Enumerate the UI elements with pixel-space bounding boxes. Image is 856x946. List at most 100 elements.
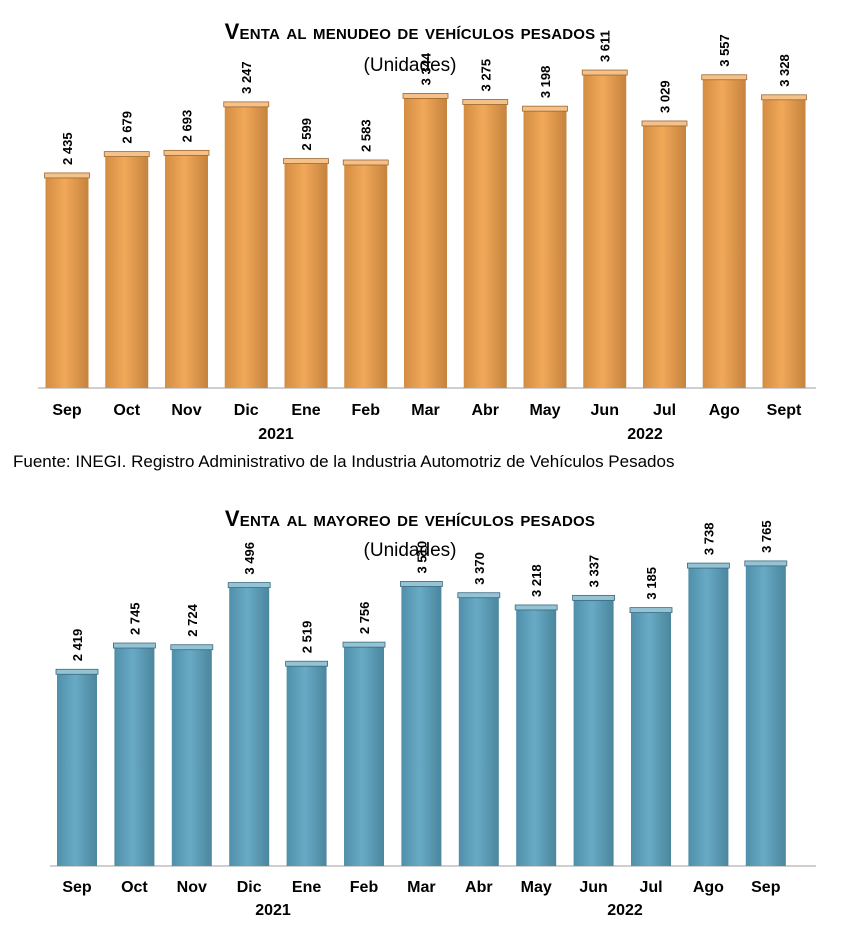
bar — [229, 584, 270, 866]
data-label: 3 337 — [587, 555, 602, 588]
bar-cap — [342, 159, 389, 166]
category-label: Ene — [291, 402, 320, 419]
bar-cap — [514, 604, 558, 611]
data-label: 2 756 — [357, 602, 372, 635]
data-label: 2 599 — [299, 118, 314, 151]
year-label: 2022 — [627, 426, 663, 443]
bar — [224, 103, 268, 388]
data-label: 3 247 — [239, 61, 254, 94]
data-label: 3 370 — [472, 552, 487, 585]
category-label: Oct — [113, 402, 140, 419]
category-label: Jun — [591, 402, 619, 419]
bar — [284, 160, 328, 388]
data-label: 3 185 — [644, 567, 659, 600]
category-label: Sep — [751, 879, 781, 896]
data-label: 2 419 — [70, 629, 85, 662]
bar-cap — [629, 607, 673, 614]
bar — [404, 95, 447, 389]
data-label: 3 344 — [419, 52, 434, 85]
bar — [643, 122, 686, 389]
bar — [573, 597, 614, 866]
bar — [523, 108, 567, 389]
category-label: Mar — [411, 402, 439, 419]
year-label: 2021 — [255, 902, 291, 919]
category-label: Sep — [52, 402, 82, 419]
category-label: Nov — [177, 879, 207, 896]
category-label: Sep — [62, 879, 92, 896]
bar-cap — [227, 582, 271, 588]
data-label: 3 218 — [529, 564, 544, 597]
bar — [762, 96, 806, 389]
bar-cap — [170, 644, 214, 651]
bar — [458, 594, 499, 866]
category-label: Jul — [639, 879, 662, 896]
category-label: Jun — [579, 879, 607, 896]
category-label: Feb — [352, 402, 381, 419]
bar-cap — [163, 149, 210, 156]
chart-title: Venta al menudeo de vehículos pesados — [224, 19, 596, 44]
bar-cap — [572, 594, 615, 601]
bar-cap — [687, 562, 730, 569]
category-label: May — [529, 402, 560, 419]
year-label: 2022 — [607, 902, 643, 919]
bar-cap — [701, 74, 748, 81]
bar — [631, 609, 671, 866]
bar-cap — [744, 560, 788, 567]
bar — [165, 152, 208, 388]
data-label: 3 029 — [658, 80, 673, 113]
year-label: 2021 — [258, 426, 294, 443]
bar — [516, 606, 557, 866]
data-label: 2 435 — [60, 132, 75, 165]
category-label: Sept — [767, 402, 802, 419]
data-label: 2 745 — [127, 602, 142, 635]
category-label: Dic — [234, 402, 259, 419]
bar — [57, 671, 97, 866]
bar-cap — [402, 93, 449, 99]
bar — [583, 72, 627, 388]
data-label: 2 583 — [359, 119, 374, 152]
chart-title: Venta al mayoreo de vehículos pesados — [224, 506, 596, 531]
bar — [344, 161, 388, 388]
data-label: 2 679 — [120, 111, 135, 144]
bar — [171, 646, 212, 866]
bar-chart-mayoreo: 2 419 Sep 2 745 Oct 2 724 Nov 3 496 Dic 2 519 Ene… — [50, 520, 816, 919]
chart-menudeo: Venta al menudeo de vehículos pesados (U… — [0, 0, 856, 471]
bar-cap — [44, 172, 90, 179]
bar-chart-menudeo: 2 435 Sep 2 679 Oct 2 693 Nov 3 247 Dic 2 599 Ene… — [38, 30, 816, 443]
bar — [286, 663, 327, 866]
category-label: Ene — [292, 879, 321, 896]
bar — [45, 174, 89, 388]
bar — [688, 565, 729, 866]
bar — [344, 644, 384, 866]
data-label: 3 765 — [759, 520, 774, 553]
category-label: Mar — [407, 879, 435, 896]
bar-cap — [223, 101, 270, 108]
data-label: 2 519 — [300, 621, 315, 654]
data-label: 3 496 — [242, 542, 257, 575]
bar-cap — [457, 592, 501, 599]
data-label: 3 328 — [777, 54, 792, 87]
category-label: Nov — [171, 402, 201, 419]
category-label: Ago — [709, 402, 740, 419]
category-label: Oct — [121, 879, 148, 896]
bar-cap — [342, 641, 386, 648]
chart-mayoreo: Venta al mayoreo de vehículos pesados (U… — [0, 498, 856, 946]
category-label: Ago — [693, 879, 724, 896]
bar-cap — [581, 69, 628, 76]
bar-cap — [55, 668, 99, 675]
data-label: 3 557 — [717, 34, 732, 67]
bar-cap — [283, 158, 329, 164]
data-label: 3 510 — [414, 541, 429, 574]
category-label: Jul — [653, 402, 676, 419]
chart-subtitle: (Unidades) — [363, 540, 457, 561]
bar-cap — [399, 581, 443, 587]
chart-subtitle: (Unidades) — [363, 55, 457, 76]
bar-cap — [522, 105, 568, 112]
category-label: Feb — [350, 879, 379, 896]
bar-cap — [641, 120, 688, 127]
bar — [702, 76, 746, 388]
bar-cap — [113, 642, 156, 649]
data-label: 3 611 — [598, 30, 613, 62]
bar-cap — [103, 151, 150, 157]
category-label: Abr — [471, 402, 499, 419]
